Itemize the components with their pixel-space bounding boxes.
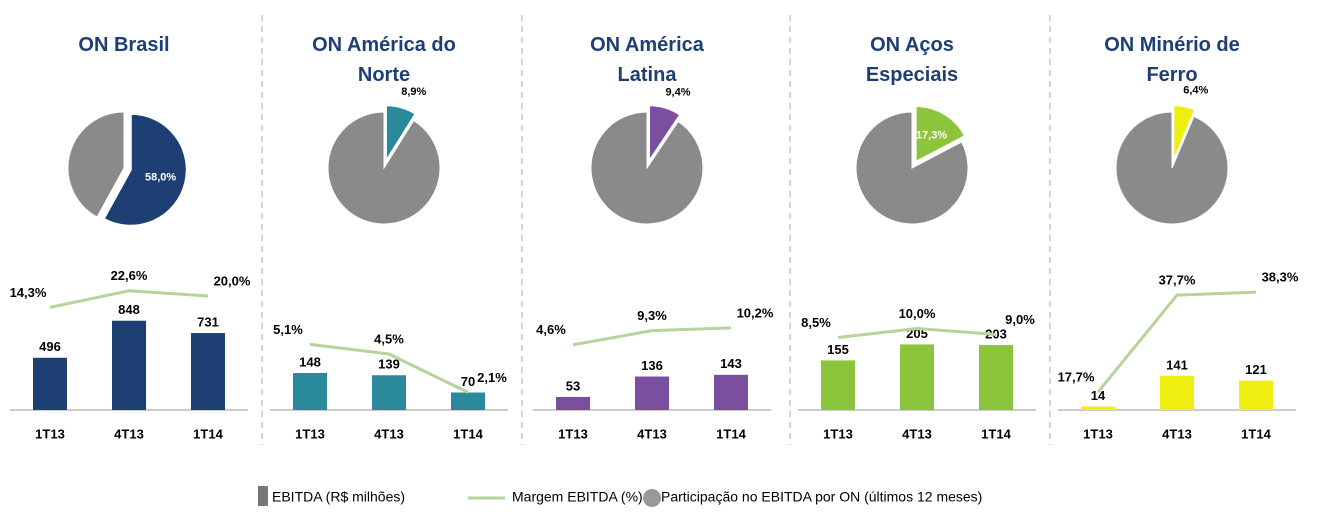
bar <box>821 360 855 410</box>
margin-line <box>49 289 209 309</box>
pie-label: 17,3% <box>916 130 947 142</box>
x-tick-label: 1T14 <box>193 426 223 441</box>
margin-label: 5,1% <box>273 322 303 337</box>
x-tick-label: 4T13 <box>114 426 144 441</box>
x-tick-label: 4T13 <box>1162 426 1192 441</box>
pie-rest <box>855 111 969 225</box>
bar <box>293 373 327 410</box>
pie-label: 58,0% <box>145 171 176 183</box>
bar-label: 121 <box>1245 362 1267 377</box>
bar-label: 148 <box>299 354 321 369</box>
margin-label: 2,1% <box>477 370 507 385</box>
x-tick-label: 1T14 <box>1241 426 1271 441</box>
panel-title: ON Aços Especiais <box>865 34 959 86</box>
pie-rest <box>1115 111 1229 225</box>
margin-label: 9,3% <box>637 308 667 323</box>
pie-rest <box>67 111 125 218</box>
panel-title: ON América Latina <box>590 34 704 86</box>
legend-label: Margem EBITDA (%) <box>512 489 643 505</box>
panel-title: ON Brasil <box>78 34 170 56</box>
bar-label: 139 <box>378 357 400 372</box>
pie-label: 8,9% <box>401 86 426 98</box>
bar <box>979 345 1013 410</box>
pie-label: 9,4% <box>665 86 690 98</box>
margin-label: 37,7% <box>1159 273 1196 288</box>
x-tick-label: 4T13 <box>637 426 667 441</box>
margin-label: 20,0% <box>214 273 251 288</box>
bar-label: 731 <box>197 314 219 329</box>
margin-line <box>837 326 997 340</box>
legend-label: EBITDA (R$ milhões) <box>272 489 405 505</box>
bar-label: 141 <box>1166 357 1188 372</box>
legend-swatch <box>258 486 268 506</box>
x-tick-label: 1T14 <box>453 426 483 441</box>
margin-label: 4,6% <box>536 322 566 337</box>
x-tick-label: 1T13 <box>558 426 588 441</box>
x-tick-label: 1T13 <box>35 426 65 441</box>
bar <box>1081 406 1115 410</box>
bar-label: 14 <box>1091 388 1106 403</box>
bar <box>1239 380 1273 410</box>
pie-slice <box>648 104 682 165</box>
pie-label: 6,4% <box>1183 84 1208 96</box>
x-tick-label: 1T13 <box>1083 426 1113 441</box>
bar <box>112 320 146 410</box>
bar <box>900 344 934 410</box>
bar <box>451 392 485 410</box>
x-tick-label: 4T13 <box>902 426 932 441</box>
bar <box>372 375 406 410</box>
bar-label: 53 <box>566 378 580 393</box>
margin-label: 4,5% <box>374 331 404 346</box>
margin-line <box>1096 290 1257 394</box>
margin-label: 10,0% <box>899 306 936 321</box>
legend-label: Participação no EBITDA por ON (últimos 1… <box>661 489 982 505</box>
x-tick-label: 4T13 <box>374 426 404 441</box>
bar <box>1160 375 1194 410</box>
margin-label: 14,3% <box>10 285 47 300</box>
margin-label: 8,5% <box>801 315 831 330</box>
margin-label: 9,0% <box>1005 312 1035 327</box>
pie-slice <box>102 112 188 227</box>
margin-label: 17,7% <box>1058 369 1095 384</box>
margin-line <box>309 342 469 394</box>
bar-label: 136 <box>641 358 663 373</box>
panel-title: ON Minério de Ferro <box>1104 34 1240 86</box>
bar-label: 70 <box>461 374 475 389</box>
legend-swatch <box>643 489 661 507</box>
margin-line <box>572 326 732 347</box>
x-tick-label: 1T13 <box>823 426 853 441</box>
bar <box>33 357 67 410</box>
margin-label: 10,2% <box>737 305 774 320</box>
margin-label: 22,6% <box>111 268 148 283</box>
panel-title: ON América do Norte <box>312 34 456 86</box>
bar-label: 848 <box>118 302 140 317</box>
bar <box>635 376 669 410</box>
bar <box>556 396 590 410</box>
pie-slice <box>384 104 418 165</box>
bar <box>191 333 225 410</box>
margin-label: 38,3% <box>1262 270 1299 285</box>
x-tick-label: 1T14 <box>716 426 746 441</box>
bar <box>714 374 748 410</box>
pie-slice <box>1172 104 1197 162</box>
x-tick-label: 1T13 <box>295 426 325 441</box>
pie-rest <box>590 111 704 225</box>
bar-label: 143 <box>720 356 742 371</box>
pie-rest <box>327 111 441 225</box>
x-tick-label: 1T14 <box>981 426 1011 441</box>
bar-label: 155 <box>827 342 849 357</box>
pie-slice <box>914 105 967 164</box>
bar-label: 496 <box>39 339 61 354</box>
